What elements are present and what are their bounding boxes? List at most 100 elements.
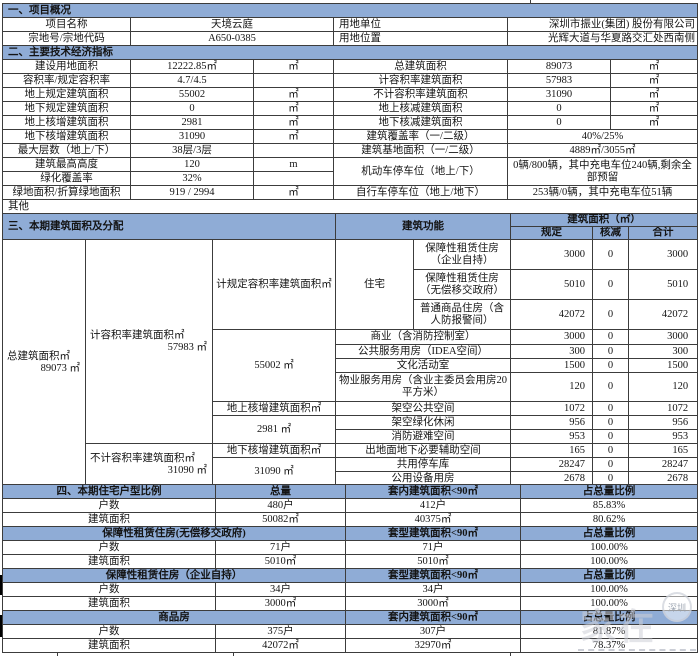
land-user-label: 用地单位 [333,17,508,32]
s2-r2-value2: 57983 [507,73,611,88]
s4-row-total: 5010㎡ [215,554,346,569]
s3-row-total: 1500 [628,358,699,373]
s4-row-under90: 71户 [345,540,521,555]
s2-r5-unit2: ㎡ [609,115,699,130]
s3-row-reduced: 0 [592,358,630,373]
parcel-code-value: A650-0385 [130,31,334,46]
s4-row-total: 42072㎡ [215,638,346,653]
s3-total-area-label: 总建筑面积㎡ [7,350,70,362]
s2-r8-value1: 120 [130,157,254,172]
s3-row-guiding: 1500 [510,358,594,373]
s2-r1-unit1: ㎡ [253,59,334,74]
s2-r7-value2: 4889㎡/3055㎡ [506,143,699,158]
s2-r6-label2: 建筑覆盖率（一/二级） [333,129,508,144]
s3-row-guiding: 1072 [510,401,594,416]
border-stub [233,652,234,656]
edge-mark [0,575,2,595]
s4-row-ratio: 81.87% [520,624,698,639]
s3-row-guiding: 3000 [510,329,594,345]
s2-r8-label1: 建筑最高高度 [2,157,131,172]
s2-r9-value1: 32% [130,171,254,186]
s3-stipulated-far-label: 计规定容积率建筑面积㎡ [211,239,337,330]
s3-row-guiding: 3000 [510,239,594,270]
s3-row-total: 120 [628,372,699,402]
s3-row-name: 共用停车库 [335,457,512,472]
s3-row-total: 42072 [628,299,699,330]
s2-r5-label1: 地上核增建筑面积 [2,115,131,130]
s2-r5-value1: 2981 [130,115,254,130]
section2-title: 二、主要技术经济指标 [1,45,699,60]
s4-subheader-rental-gov: 保障性租赁住房(无偿移交政府) [2,526,346,541]
s2-r1-label2: 总建筑面积 [333,59,508,74]
s2-r2-unit1 [253,73,334,88]
s2-other-row: 其他 [1,199,699,214]
border-stub [510,652,511,656]
s3-row-name: 出地面地下必要辅助空间 [335,443,512,458]
table-project-and-indicators: 一、项目概况 项目名称 天境云庭 用地单位 深圳市振业(集团) 股份有限公司 宗… [1,3,699,214]
s2-r1-value1: 12222.85㎡ [130,59,254,74]
s4-row-under90: 412户 [345,498,521,513]
s3-row-total: 5010 [628,269,699,300]
s2-r2-label2: 计容积率建筑面积 [333,73,508,88]
s3-area-header: 建筑面积（㎡） [510,213,699,227]
s3-row-reduced: 0 [592,415,630,430]
s3-row-total: 3000 [628,329,699,345]
s3-row-reduced: 0 [592,344,630,359]
section4-title: 四、本期住宅户型比例 [2,484,216,499]
s3-function-header: 建筑功能 [335,213,512,240]
s2-r7-unit1 [253,143,334,158]
s3-row-total: 956 [628,415,699,430]
s3-row-guiding: 28247 [510,457,594,472]
s3-underground-bonus-value: 31090 ㎡ [211,457,337,486]
s2-r3-value2: 31090 [507,87,611,102]
s3-row-guiding: 120 [510,372,594,402]
s2-r5-label2: 地下核减建筑面积 [333,115,508,130]
s4-row-total: 480户 [215,498,346,513]
s3-far-area-value: 57983 ㎡ [167,341,207,353]
table-area-distribution: 三、本期建筑面积及分配 建筑功能 建筑面积（㎡） 规定 核减 合计 总建筑面积㎡… [1,213,699,486]
s3-row-reduced: 0 [592,401,630,416]
s2-r6-value2: 40%/25% [506,129,699,144]
section3-title: 三、本期建筑面积及分配 [1,213,337,240]
s4-ratio-header: 占总量比例 [520,568,698,583]
s4-subheader-commodity: 商品房 [2,610,346,625]
parcel-code-label: 宗地号/宗地代码 [2,31,131,46]
s2-r3-unit1: ㎡ [253,87,334,102]
s3-total-area-value: 89073 ㎡ [40,362,80,374]
s3-nonfar-area-label: 不计容积率建筑面积㎡ [90,452,195,464]
s2-motor-parking-value: 0辆/800辆，其中充电车位240辆,剩余全部预留 [506,157,699,186]
s3-nonfar-area-value: 31090 ㎡ [167,464,207,476]
s4-ratio-header: 占总量比例 [520,610,698,625]
s3-row-reduced: 0 [592,372,630,402]
s2-r3-label1: 地上规定建筑面积 [2,87,131,102]
s4-ratio-header: 占总量比例 [520,526,698,541]
s4-row-ratio: 100.00% [520,596,698,611]
s2-r1-value2: 89073 [507,59,611,74]
s3-row-reduced: 0 [592,429,630,444]
s4-row-ratio: 80.62% [520,512,698,527]
s3-row-name: 普通商品住房（含人防报警间） [413,299,512,330]
s2-r10-label1: 绿地面积/折算绿地面积 [2,185,131,200]
s4-row-label: 建筑面积 [2,638,216,653]
s3-far-area-label: 计容积率建筑面积㎡ [90,329,185,341]
s3-row-name: 保障性租赁住房（无偿移交政府） [413,269,512,300]
s3-row-name: 商业（含消防控制室） [335,329,512,345]
s3-row-reduced: 0 [592,443,630,458]
edge-mark [0,615,2,637]
s2-r3-label2: 不计容积率建筑面积 [333,87,508,102]
s3-row-guiding: 5010 [510,269,594,300]
s4-row-ratio: 85.83% [520,498,698,513]
s4-row-label: 户数 [2,540,216,555]
s4-row-label: 建筑面积 [2,512,216,527]
s3-aboveground-bonus-value: 2981 ㎡ [211,415,337,444]
s4-row-label: 户数 [2,498,216,513]
s2-r8-unit1: m [253,157,334,172]
s3-row-name: 公共服务用房（IDEA空间） [335,344,512,359]
s2-r9-unit1 [253,171,334,186]
s3-row-reduced: 0 [592,457,630,472]
s2-r5-value2: 0 [507,115,611,130]
s4-row-under90: 32970㎡ [345,638,521,653]
s4-row-total: 50082㎡ [215,512,346,527]
s3-row-total: 3000 [628,239,699,270]
s2-r10-value1: 919 / 2994 [130,185,254,200]
